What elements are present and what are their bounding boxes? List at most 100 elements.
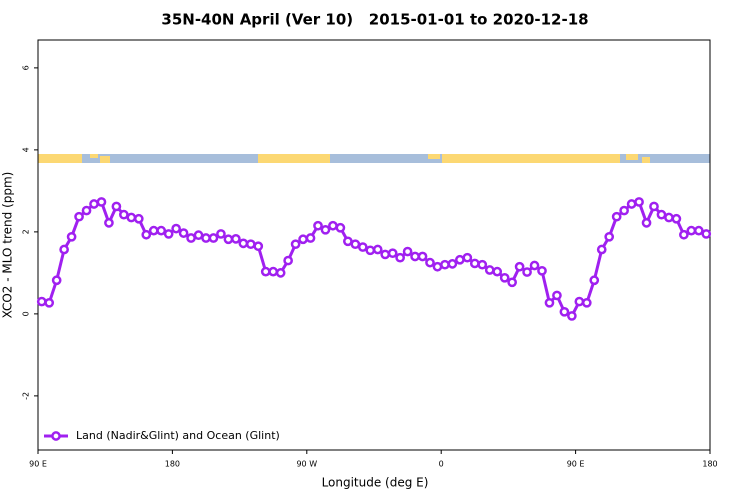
data-point [671, 213, 682, 224]
data-point [544, 297, 555, 308]
data-point [328, 220, 338, 231]
legend-marker [51, 431, 61, 441]
x-tick-label: 180 [165, 460, 180, 469]
data-point [499, 272, 510, 283]
x-tick-label: 90 E [567, 460, 585, 469]
data-point [141, 229, 152, 240]
data-point [298, 234, 308, 245]
data-point [119, 209, 129, 220]
data-point [410, 251, 420, 262]
data-point [417, 251, 428, 262]
data-point [537, 265, 547, 276]
data-point [641, 218, 652, 228]
x-tick-label: 180 [702, 460, 717, 469]
data-point [231, 234, 241, 244]
data-point [656, 209, 667, 220]
data-point [216, 229, 226, 239]
data-point [507, 277, 517, 288]
data-point [462, 252, 473, 263]
y-tick-label: -2 [22, 392, 31, 400]
data-point [552, 290, 562, 301]
data-point [96, 197, 107, 207]
data-point [313, 220, 323, 231]
data-point [89, 199, 99, 209]
data-point [425, 257, 435, 268]
data-point [357, 242, 368, 252]
data-point [126, 212, 137, 223]
data-point [305, 233, 316, 243]
data-point [290, 239, 301, 250]
data-point [387, 248, 398, 259]
data-point [522, 267, 532, 277]
data-point [649, 201, 659, 212]
data-point [686, 225, 697, 236]
data-point [268, 266, 279, 277]
data-point [447, 259, 458, 269]
data-point [611, 211, 622, 222]
data-point [44, 297, 55, 308]
data-point [260, 266, 271, 277]
data-point [275, 268, 286, 278]
data-point [432, 261, 443, 272]
data-point [201, 233, 211, 243]
x-axis-label: Longitude (deg E) [322, 476, 429, 490]
chart-title: 35N-40N April (Ver 10) 2015-01-01 to 202… [161, 11, 588, 29]
data-point [372, 244, 383, 255]
data-point [186, 233, 196, 243]
data-point [596, 244, 607, 255]
data-point [693, 225, 704, 236]
legend-label: Land (Nadir&Glint) and Ocean (Glint) [76, 429, 280, 442]
data-point [380, 249, 391, 260]
data-point [171, 223, 181, 234]
data-point [156, 225, 167, 236]
data-point [104, 218, 114, 228]
y-axis-label: XCO2 - MLO trend (ppm) [1, 172, 15, 319]
data-point [604, 231, 615, 242]
data-point [66, 231, 77, 242]
data-point [178, 228, 189, 238]
x-tick-label: 90 W [296, 460, 317, 469]
data-point [484, 265, 495, 275]
data-point [253, 241, 264, 252]
data-point [111, 201, 122, 212]
data-point [163, 229, 174, 239]
data-point [283, 255, 293, 266]
data-point [335, 222, 346, 233]
data-point [634, 197, 644, 207]
data-point [238, 238, 249, 249]
data-point [193, 230, 204, 241]
data-point [148, 225, 159, 236]
data-point [402, 246, 413, 257]
data-point [626, 199, 637, 209]
data-point [208, 233, 219, 243]
x-tick-label: 90 E [29, 460, 47, 469]
data-point [679, 229, 689, 240]
data-point [320, 224, 331, 235]
data-point [245, 239, 256, 250]
plot-frame [37, 39, 711, 451]
y-tick-label: 0 [22, 311, 31, 316]
data-point [574, 296, 585, 307]
data-point [701, 229, 712, 239]
data-point [395, 252, 405, 263]
data-point [133, 213, 144, 224]
data-point [477, 259, 488, 270]
data-point [74, 211, 84, 222]
land-ocean-strip [38, 154, 710, 163]
data-point [223, 234, 234, 245]
data-point [36, 296, 47, 307]
data-point [589, 275, 600, 286]
data-point [619, 205, 629, 216]
data-point [51, 275, 62, 286]
data-point [343, 236, 353, 247]
data-point [81, 205, 92, 216]
data-point [59, 244, 69, 255]
y-tick-label: 6 [22, 65, 31, 70]
y-tick-label: 2 [22, 229, 31, 234]
data-point [365, 245, 376, 256]
x-tick-label: 0 [439, 460, 444, 469]
y-tick-label: 4 [22, 147, 31, 152]
data-point [455, 254, 465, 265]
data-point [440, 259, 450, 270]
